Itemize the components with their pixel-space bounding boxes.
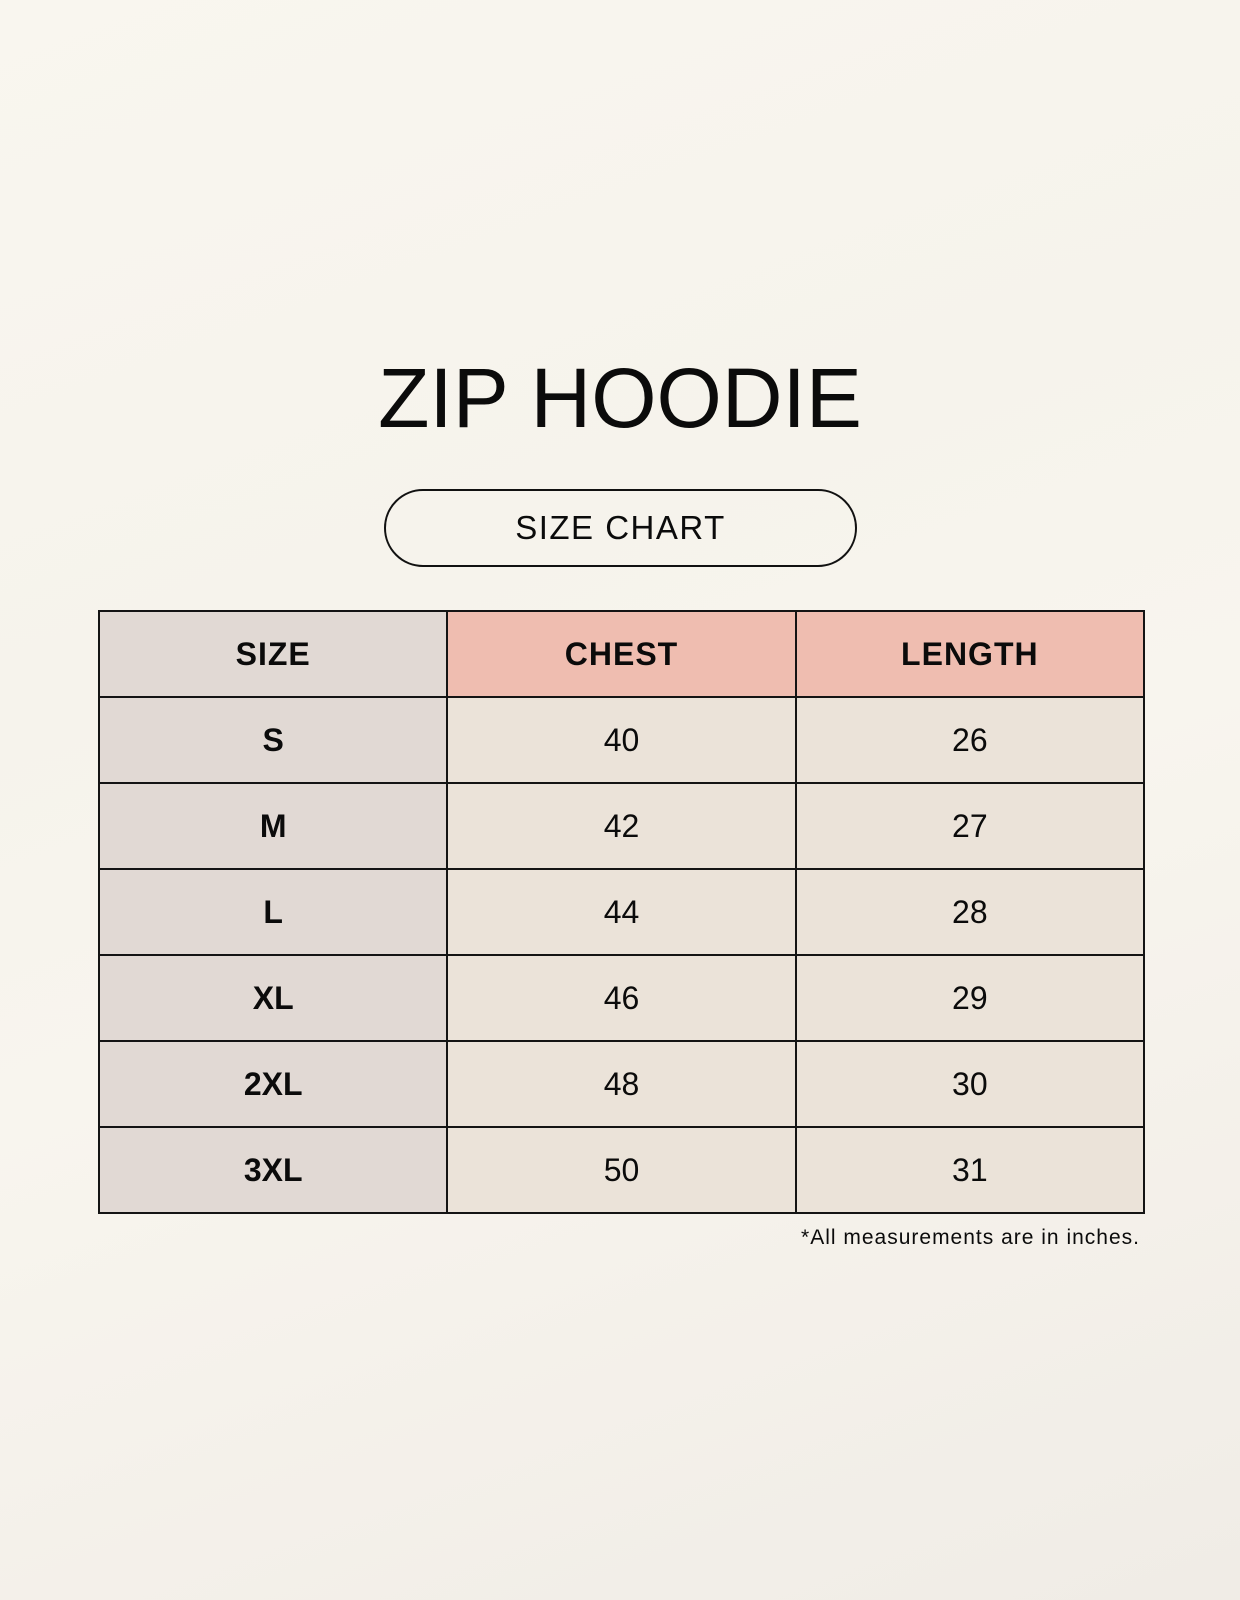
size-cell: 3XL (97, 1126, 449, 1214)
measurement-note: *All measurements are in inches. (801, 1226, 1140, 1249)
chest-cell: 50 (446, 1126, 797, 1214)
size-cell: S (97, 696, 449, 784)
length-cell: 30 (794, 1040, 1146, 1128)
header-chest: CHEST (446, 610, 797, 698)
table-row: XL 46 29 (97, 954, 1146, 1042)
size-chart-badge: SIZE CHART (384, 489, 857, 567)
size-table: SIZE CHEST LENGTH S 40 26 M 42 27 L 44 28 XL 46 29 2… (97, 610, 1146, 1214)
page-title: ZIP HOODIE (378, 351, 862, 445)
header-length: LENGTH (794, 610, 1146, 698)
chest-cell: 42 (446, 782, 797, 870)
size-cell: XL (97, 954, 449, 1042)
length-cell: 26 (794, 696, 1146, 784)
table-header-row: SIZE CHEST LENGTH (97, 610, 1146, 698)
size-cell: 2XL (97, 1040, 449, 1128)
size-cell: L (97, 868, 449, 956)
chest-cell: 48 (446, 1040, 797, 1128)
length-cell: 27 (794, 782, 1146, 870)
chest-cell: 46 (446, 954, 797, 1042)
table-row: 3XL 50 31 (97, 1126, 1146, 1214)
length-cell: 28 (794, 868, 1146, 956)
table-row: M 42 27 (97, 782, 1146, 870)
chest-cell: 44 (446, 868, 797, 956)
size-cell: M (97, 782, 449, 870)
chest-cell: 40 (446, 696, 797, 784)
length-cell: 31 (794, 1126, 1146, 1214)
table-row: S 40 26 (97, 696, 1146, 784)
header-size: SIZE (97, 610, 449, 698)
table-row: L 44 28 (97, 868, 1146, 956)
length-cell: 29 (794, 954, 1146, 1042)
table-row: 2XL 48 30 (97, 1040, 1146, 1128)
